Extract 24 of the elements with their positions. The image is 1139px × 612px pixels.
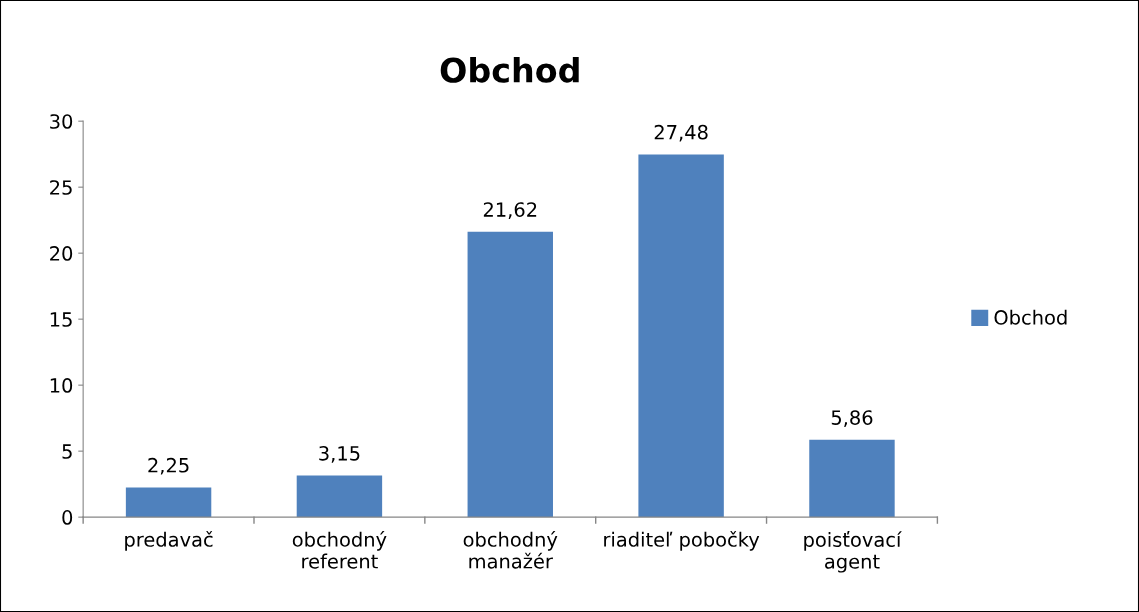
- y-tick-label: 15: [50, 312, 72, 327]
- legend-label: Obchod: [994, 309, 1067, 325]
- y-tick-label: 0: [62, 510, 73, 525]
- bar: [125, 487, 212, 518]
- bar: [809, 439, 895, 518]
- y-tick-label: 20: [50, 246, 73, 261]
- chart-title: Obchod: [440, 56, 579, 83]
- data-label: 27,48: [654, 124, 708, 142]
- bar: [638, 154, 724, 518]
- x-tick-label: riaditeľ pobočky: [604, 531, 760, 551]
- y-tick-label: 10: [50, 378, 73, 393]
- data-label: 5,86: [831, 410, 873, 427]
- x-tick-label: poisťovací agent: [804, 531, 902, 573]
- x-tick-label: obchodný referent: [292, 531, 387, 569]
- data-label: 21,62: [483, 202, 537, 219]
- data-label: 3,15: [319, 445, 360, 463]
- x-tick-label: obchodný manažér: [463, 531, 558, 569]
- y-tick-label: 25: [50, 180, 72, 195]
- x-tick-label: predavač: [125, 531, 213, 551]
- y-tick-label: 30: [50, 114, 73, 129]
- bar: [467, 231, 553, 518]
- y-tick-label: 5: [62, 444, 72, 459]
- data-label: 2,25: [148, 457, 189, 475]
- bar: [296, 475, 383, 518]
